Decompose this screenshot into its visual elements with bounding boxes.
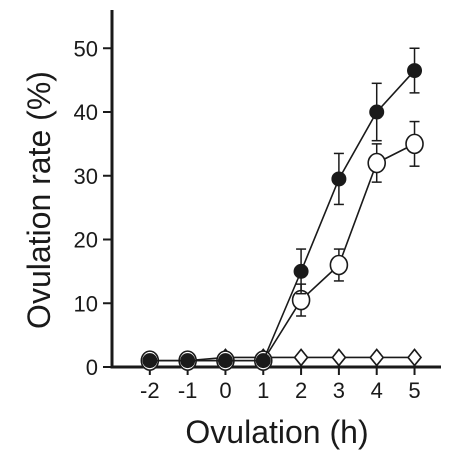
series-layer	[140, 47, 424, 371]
data-point	[217, 353, 233, 369]
data-point	[142, 353, 158, 369]
data-point	[407, 63, 423, 79]
data-point	[329, 254, 349, 276]
x-tick-label: -1	[178, 378, 198, 403]
data-point	[293, 263, 309, 279]
y-tick-label: 50	[74, 36, 98, 61]
data-point	[367, 152, 387, 174]
data-point	[180, 353, 196, 369]
data-point	[255, 353, 271, 369]
data-point	[369, 348, 385, 367]
x-tick-label: 3	[333, 378, 345, 403]
y-tick-label: 0	[86, 355, 98, 380]
x-tick-label: 4	[371, 378, 383, 403]
data-point	[406, 348, 423, 367]
series-open-circle	[140, 120, 424, 371]
y-tick-label: 30	[74, 164, 98, 189]
data-point	[405, 133, 424, 155]
x-axis-title: Ovulation (h)	[185, 414, 368, 450]
data-point	[331, 171, 347, 187]
y-tick-label: 10	[74, 291, 98, 316]
x-tick-label: 0	[219, 378, 231, 403]
x-tick-label: 1	[257, 378, 269, 403]
data-point	[331, 348, 347, 367]
y-tick-label: 20	[74, 228, 98, 253]
data-point	[369, 104, 385, 120]
axes: 0 10 20 30 40 50 -2 -1 0 1 2 3 4 5	[74, 10, 441, 403]
y-tick-label: 40	[74, 100, 98, 125]
x-tick-label: 2	[295, 378, 307, 403]
x-tick-label: -2	[140, 378, 160, 403]
data-point	[293, 348, 309, 367]
y-axis-title: Ovulation rate (%)	[21, 71, 57, 329]
x-tick-label: 5	[408, 378, 420, 403]
series-line	[149, 143, 415, 362]
series-filled-circle	[142, 47, 423, 369]
